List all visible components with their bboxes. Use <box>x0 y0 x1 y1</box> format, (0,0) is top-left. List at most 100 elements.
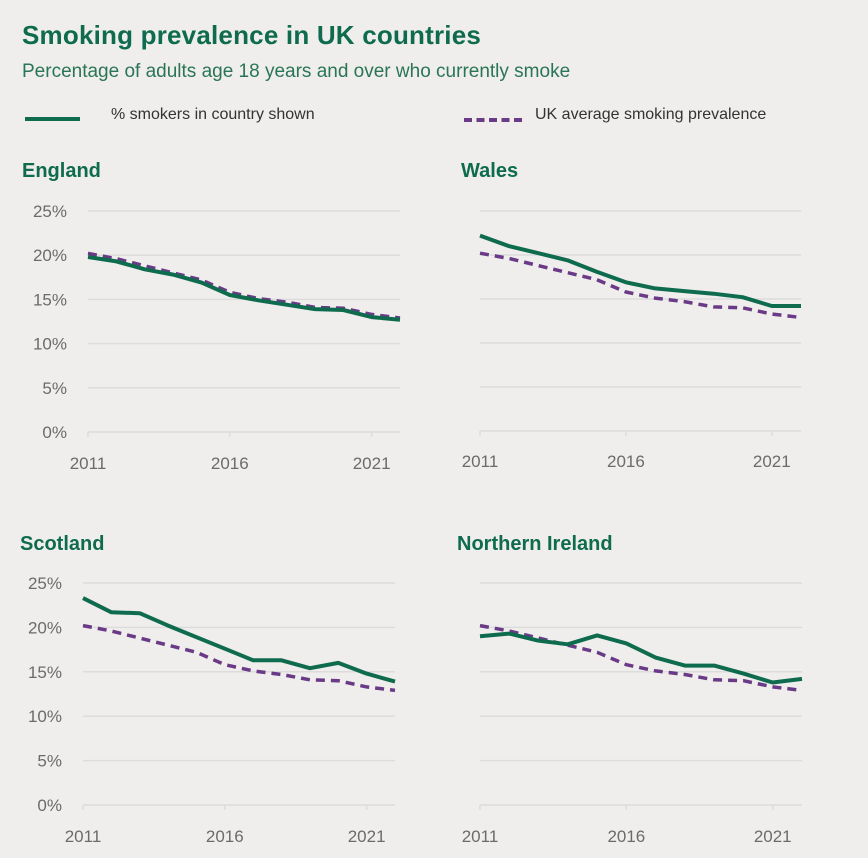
data-point-country <box>770 304 774 308</box>
chart-title: Smoking prevalence in UK countries <box>22 20 482 50</box>
data-point-country <box>566 258 570 262</box>
data-point-country <box>507 632 511 636</box>
data-point-country <box>370 315 374 319</box>
data-point-country <box>799 304 803 308</box>
legend-label-uk-average: UK average smoking prevalence <box>535 106 767 123</box>
panel-england: England 0% 5% 10% 15% 20% 25% 2011 2016 2021 <box>22 160 401 473</box>
data-point-uk-average <box>393 688 397 692</box>
data-point-country <box>478 634 482 638</box>
data-point-country <box>536 251 540 255</box>
data-point-country <box>683 664 687 668</box>
data-point-uk-average <box>683 672 687 676</box>
data-point-uk-average <box>771 685 775 689</box>
data-point-country <box>624 280 628 284</box>
panel-title: Northern Ireland <box>457 533 613 555</box>
data-point-country <box>507 244 511 248</box>
data-point-country <box>478 234 482 238</box>
panel-title: England <box>22 160 101 182</box>
data-point-uk-average <box>251 669 255 673</box>
data-point-country <box>393 680 397 684</box>
data-point-country <box>566 642 570 646</box>
data-point-country <box>800 677 804 681</box>
y-tick-label: 10% <box>33 335 67 354</box>
y-tick-label: 5% <box>37 752 62 771</box>
data-point-uk-average <box>566 271 570 275</box>
data-point-uk-average <box>478 251 482 255</box>
series-line-country <box>479 631 803 685</box>
data-point-uk-average <box>138 636 142 640</box>
legend-label-country: % smokers in country shown <box>111 106 315 123</box>
y-tick-label: 15% <box>33 290 67 309</box>
series-line-country <box>479 233 801 308</box>
data-point-uk-average <box>741 679 745 683</box>
data-point-country <box>228 293 232 297</box>
data-point-uk-average <box>223 663 227 667</box>
data-point-country <box>653 286 657 290</box>
x-tick-label: 2016 <box>607 827 645 846</box>
x-tick-label: 2016 <box>206 827 244 846</box>
data-point-uk-average <box>194 650 198 654</box>
x-tick-label: 2016 <box>607 452 645 471</box>
data-point-country <box>114 259 118 263</box>
data-point-country <box>313 307 317 311</box>
panel-northern-ireland: Northern Ireland 2011 2016 2021 <box>457 533 804 846</box>
y-tick-label: 20% <box>28 618 62 637</box>
data-point-country <box>336 661 340 665</box>
series-line-country <box>82 596 396 684</box>
y-tick-label: 25% <box>33 202 67 221</box>
data-point-country <box>81 596 85 600</box>
data-point-uk-average <box>507 257 511 261</box>
data-point-country <box>711 292 715 296</box>
legend-solid-line-icon <box>25 117 80 121</box>
data-point-country <box>223 647 227 651</box>
x-tick-label: 2021 <box>353 454 391 473</box>
legend-dashed-line-icon <box>464 118 522 122</box>
data-point-country <box>109 610 113 614</box>
y-tick-label: 0% <box>37 796 62 815</box>
chart-subtitle: Percentage of adults age 18 years and ov… <box>22 61 571 82</box>
data-point-uk-average <box>86 251 90 255</box>
panel-scotland: Scotland 0% 5% 10% 15% 20% 25% 2011 2016 2021 <box>20 533 397 846</box>
data-point-uk-average <box>653 296 657 300</box>
data-point-uk-average <box>799 315 803 319</box>
data-point-country <box>308 666 312 670</box>
data-point-uk-average <box>336 679 340 683</box>
data-point-uk-average <box>478 624 482 628</box>
data-point-country <box>143 267 147 271</box>
data-point-uk-average <box>81 624 85 628</box>
y-tick-label: 20% <box>33 246 67 265</box>
x-tick-label: 2021 <box>348 827 386 846</box>
data-point-country <box>138 611 142 615</box>
data-point-country <box>654 656 658 660</box>
data-point-uk-average <box>682 300 686 304</box>
data-point-uk-average <box>712 678 716 682</box>
panel-title: Scotland <box>20 533 104 555</box>
data-point-uk-average <box>741 306 745 310</box>
data-point-country <box>595 270 599 274</box>
data-point-country <box>199 281 203 285</box>
data-point-country <box>712 664 716 668</box>
data-point-uk-average <box>595 650 599 654</box>
series-line-uk-average <box>82 623 396 693</box>
y-tick-label: 15% <box>28 663 62 682</box>
series-line-uk-average <box>479 251 802 320</box>
data-point-uk-average <box>770 312 774 316</box>
data-point-country <box>256 298 260 302</box>
data-point-uk-average <box>166 643 170 647</box>
data-point-uk-average <box>654 669 658 673</box>
x-tick-label: 2021 <box>754 827 792 846</box>
data-point-country <box>251 658 255 662</box>
data-point-uk-average <box>711 305 715 309</box>
y-tick-label: 0% <box>42 423 67 442</box>
data-point-country <box>365 672 369 676</box>
data-point-country <box>624 641 628 645</box>
y-tick-label: 5% <box>42 379 67 398</box>
data-point-country <box>166 624 170 628</box>
series-line-uk-average <box>87 251 401 320</box>
x-tick-label: 2011 <box>462 827 499 846</box>
series-line-country <box>87 255 401 322</box>
data-point-country <box>537 639 541 643</box>
y-tick-label: 25% <box>28 574 62 593</box>
data-point-country <box>86 255 90 259</box>
